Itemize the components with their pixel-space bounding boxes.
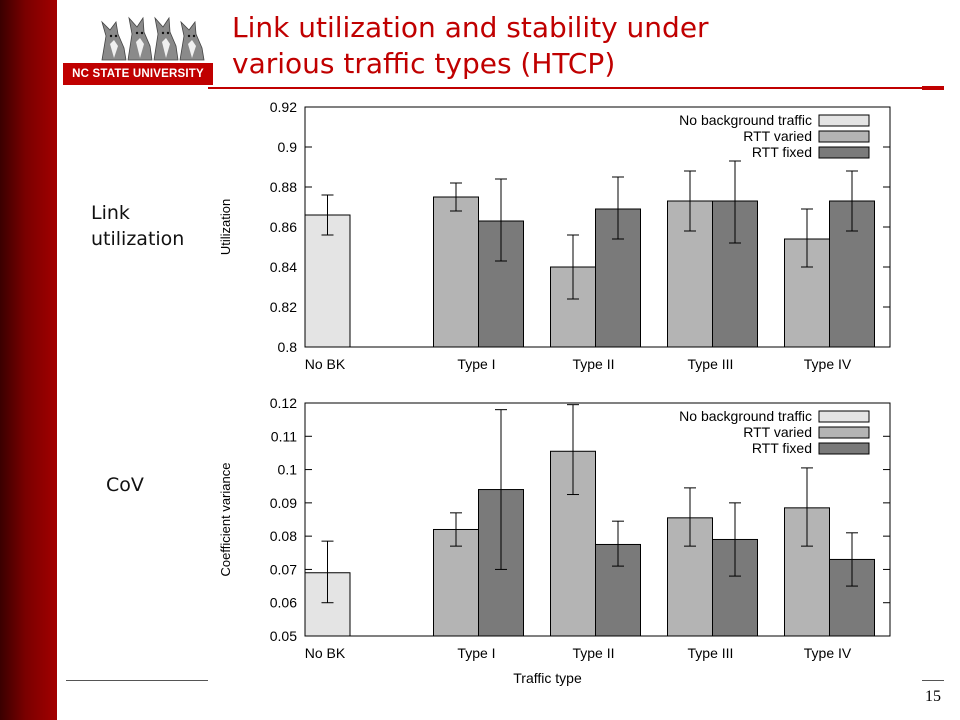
cov-ytick-label: 0.11: [271, 428, 297, 444]
footer-divider-right: [922, 680, 944, 681]
footer-divider-left: [66, 680, 208, 681]
label-cov: CoV: [106, 474, 144, 496]
util-legend-label: No background traffic: [679, 112, 812, 128]
cov-xtick-label: Type IV: [804, 645, 852, 661]
util-legend-swatch: [818, 146, 870, 159]
utilization-chart-svg: 0.8 0.82 0.84 0.86 0.88 0.9 0.92 Utilization No …: [218, 99, 891, 372]
util-legend-swatch: [818, 114, 870, 127]
cov-ytick-label: 0.1: [278, 462, 298, 478]
title-divider-accent: [922, 86, 944, 90]
university-logo: NC STATE UNIVERSITY: [63, 14, 213, 85]
cov-legend-label: RTT varied: [743, 424, 812, 440]
cov-ytick-label: 0.08: [270, 528, 297, 544]
cov-ytick-label: 0.06: [270, 595, 297, 611]
cov-ytick-label: 0.12: [270, 395, 297, 411]
util-legend-swatch: [818, 130, 870, 143]
cov-x-axis-label: Traffic type: [513, 670, 582, 686]
util-xtick-label: Type IV: [804, 356, 852, 372]
util-ytick-label: 0.88: [270, 179, 297, 195]
cov-chart-svg: 0.05 0.06 0.07 0.08 0.09 0.1 0.11 0.12 Coefficie…: [218, 395, 891, 686]
left-sidebar-bar: [0, 0, 57, 720]
util-legend-label: RTT fixed: [752, 144, 812, 160]
cov-xtick-label: Type I: [457, 645, 495, 661]
util-y-axis-label: Utilization: [218, 199, 233, 255]
util-xtick-label: No BK: [305, 356, 346, 372]
util-xtick-label: Type I: [457, 356, 495, 372]
utilization-chart: 0.8 0.82 0.84 0.86 0.88 0.9 0.92 Utilization No …: [208, 93, 928, 385]
cov-legend-swatch: [818, 426, 870, 439]
util-ytick-label: 0.8: [278, 339, 298, 355]
util-bar-type-i-s1: [433, 196, 479, 348]
cov-legend-swatch: [818, 442, 870, 455]
cov-xtick-label: Type III: [688, 645, 734, 661]
cov-bar-type-i-s1: [433, 528, 479, 637]
util-ytick-label: 0.92: [270, 99, 297, 115]
wolves-logo-icon: [101, 16, 205, 61]
cov-xtick-label: Type II: [572, 645, 614, 661]
util-ytick-label: 0.9: [278, 139, 298, 155]
util-xtick-label: Type III: [688, 356, 734, 372]
util-legend-label: RTT varied: [743, 128, 812, 144]
util-ytick-label: 0.84: [270, 259, 297, 275]
cov-legend-label: RTT fixed: [752, 440, 812, 456]
util-ytick-label: 0.82: [270, 299, 297, 315]
cov-xtick-label: No BK: [305, 645, 346, 661]
cov-legend-swatch: [818, 410, 870, 423]
slide-title: Link utilization and stability under var…: [232, 11, 709, 80]
cov-legend-label: No background traffic: [679, 408, 812, 424]
cov-chart: 0.05 0.06 0.07 0.08 0.09 0.1 0.11 0.12 Coefficie…: [208, 392, 928, 696]
label-link-utilization: Link utilization: [91, 202, 185, 250]
title-divider: [208, 87, 922, 89]
cov-y-axis-label: Coefficient variance: [218, 463, 233, 577]
logo-banner-text: NC STATE UNIVERSITY: [63, 63, 213, 85]
util-xtick-label: Type II: [572, 356, 614, 372]
cov-ytick-label: 0.05: [270, 628, 297, 644]
util-bar-no-bk-s0: [304, 214, 351, 348]
page-number: 15: [925, 688, 941, 705]
cov-ytick-label: 0.07: [270, 561, 297, 577]
util-ytick-label: 0.86: [270, 219, 297, 235]
cov-ytick-label: 0.09: [270, 495, 297, 511]
